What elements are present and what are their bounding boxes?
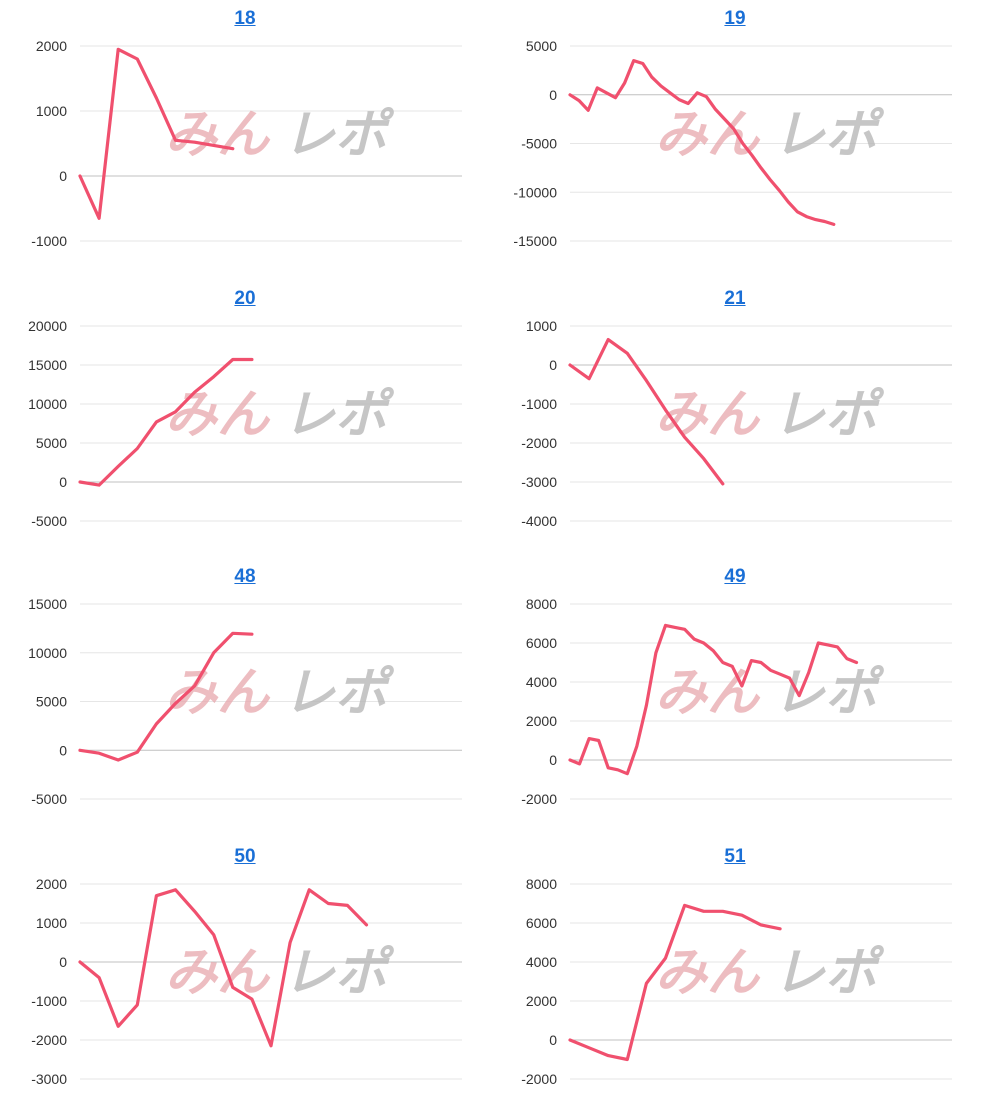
watermark-logo: レポ — [283, 385, 395, 445]
y-tick-label: 0 — [59, 474, 67, 490]
chart-svg: 8000 6000 4000 2000 0 -2000 みん レポ — [521, 876, 952, 1087]
y-tick-label: 0 — [59, 954, 67, 970]
chart-panel-51: 51 8000 6000 4000 2000 0 -2000 みん レポ — [490, 838, 980, 1118]
y-tick-label: -1000 — [521, 396, 557, 412]
chart-panel-50: 50 2000 1000 0 -1000 -2000 -3000 みん レポ — [0, 838, 490, 1118]
watermark-logo: レポ — [773, 105, 885, 165]
y-tick-label: 0 — [549, 87, 557, 103]
y-tick-label: 8000 — [526, 876, 557, 892]
chart-svg: 2000 1000 0 -1000 みん レポ — [31, 38, 462, 249]
watermark-logo: レポ — [773, 385, 885, 445]
chart-svg: 20000 15000 10000 5000 0 -5000 みん レポ — [28, 318, 462, 529]
y-tick-label: 15000 — [28, 596, 67, 612]
chart-title-link[interactable]: 48 — [234, 566, 256, 587]
watermark-logo: みん — [655, 943, 761, 1003]
series-line — [78, 631, 254, 762]
watermark-logo: レポ — [773, 943, 885, 1003]
chart-title-link[interactable]: 19 — [724, 8, 746, 29]
chart-title-link[interactable]: 20 — [234, 288, 256, 309]
watermark-logo: みん — [655, 385, 761, 445]
y-tick-label: -2000 — [521, 791, 557, 807]
chart-panel-48: 48 15000 10000 5000 0 -5000 みん レポ — [0, 558, 490, 838]
chart-panel-49: 49 8000 6000 4000 2000 0 -2000 みん レポ — [490, 558, 980, 838]
series-line — [568, 903, 782, 1062]
y-tick-label: 4000 — [526, 954, 557, 970]
y-tick-label: -1000 — [31, 233, 67, 249]
y-tick-label: 5000 — [36, 435, 67, 451]
chart-svg: 8000 6000 4000 2000 0 -2000 みん レポ — [521, 596, 952, 807]
chart-panel-19: 19 5000 0 -5000 -10000 -15000 みん レポ — [490, 0, 980, 280]
y-tick-label: -4000 — [521, 513, 557, 529]
chart-title-link[interactable]: 49 — [724, 566, 746, 587]
watermark-logo: レポ — [283, 663, 395, 723]
y-tick-label: 10000 — [28, 396, 67, 412]
watermark-logo: みん — [165, 943, 271, 1003]
y-tick-label: 4000 — [526, 674, 557, 690]
y-tick-label: 0 — [549, 752, 557, 768]
y-tick-label: 1000 — [36, 103, 67, 119]
chart-svg: 5000 0 -5000 -10000 -15000 みん レポ — [513, 38, 952, 249]
watermark-logo: レポ — [773, 663, 885, 723]
y-tick-label: -2000 — [521, 1071, 557, 1087]
chart-title-link[interactable]: 50 — [234, 846, 256, 867]
y-tick-label: -2000 — [31, 1032, 67, 1048]
y-tick-label: -10000 — [513, 184, 557, 200]
chart-svg: 15000 10000 5000 0 -5000 みん レポ — [28, 596, 462, 807]
y-tick-label: 0 — [59, 168, 67, 184]
y-tick-label: 1000 — [36, 915, 67, 931]
y-tick-label: 0 — [549, 357, 557, 373]
y-tick-label: -15000 — [513, 233, 557, 249]
chart-panel-18: 18 2000 1000 0 -1000 みん レポ — [0, 0, 490, 280]
y-tick-label: 0 — [59, 742, 67, 758]
chart-panel-21: 21 1000 0 -1000 -2000 -3000 -4000 みん レポ — [490, 280, 980, 560]
chart-title-link[interactable]: 21 — [724, 288, 746, 309]
series-line — [78, 888, 369, 1048]
watermark-logo: みん — [165, 385, 271, 445]
watermark-logo: みん — [655, 663, 761, 723]
chart-panel-20: 20 20000 15000 10000 5000 0 -5000 みん レポ — [0, 280, 490, 560]
y-tick-label: -5000 — [31, 513, 67, 529]
y-tick-label: 20000 — [28, 318, 67, 334]
y-tick-label: 6000 — [526, 915, 557, 931]
y-tick-label: 1000 — [526, 318, 557, 334]
series-line — [568, 58, 836, 226]
series-line — [568, 623, 859, 776]
series-line — [568, 337, 725, 486]
chart-svg: 2000 1000 0 -1000 -2000 -3000 みん レポ — [31, 876, 462, 1087]
y-tick-label: -3000 — [521, 474, 557, 490]
y-tick-label: 6000 — [526, 635, 557, 651]
y-tick-label: 5000 — [526, 38, 557, 54]
y-tick-label: 2000 — [526, 993, 557, 1009]
watermark-logo: みん — [165, 663, 271, 723]
watermark-logo: みん — [165, 105, 271, 165]
y-tick-label: 2000 — [36, 38, 67, 54]
y-tick-label: 2000 — [526, 713, 557, 729]
watermark-logo: レポ — [283, 943, 395, 1003]
chart-title-link[interactable]: 18 — [234, 8, 256, 29]
y-tick-label: 8000 — [526, 596, 557, 612]
y-tick-label: -2000 — [521, 435, 557, 451]
chart-title-link[interactable]: 51 — [724, 846, 746, 867]
y-tick-label: 15000 — [28, 357, 67, 373]
watermark-logo: レポ — [283, 105, 395, 165]
y-tick-label: -1000 — [31, 993, 67, 1009]
y-tick-label: -3000 — [31, 1071, 67, 1087]
chart-svg: 1000 0 -1000 -2000 -3000 -4000 みん レポ — [521, 318, 952, 529]
y-tick-label: -5000 — [521, 136, 557, 152]
y-tick-label: 5000 — [36, 694, 67, 710]
y-tick-label: 10000 — [28, 645, 67, 661]
y-tick-label: 0 — [549, 1032, 557, 1048]
series-line — [78, 47, 235, 220]
y-tick-label: 2000 — [36, 876, 67, 892]
y-tick-label: -5000 — [31, 791, 67, 807]
watermark-logo: みん — [655, 105, 761, 165]
series-line — [78, 357, 254, 487]
